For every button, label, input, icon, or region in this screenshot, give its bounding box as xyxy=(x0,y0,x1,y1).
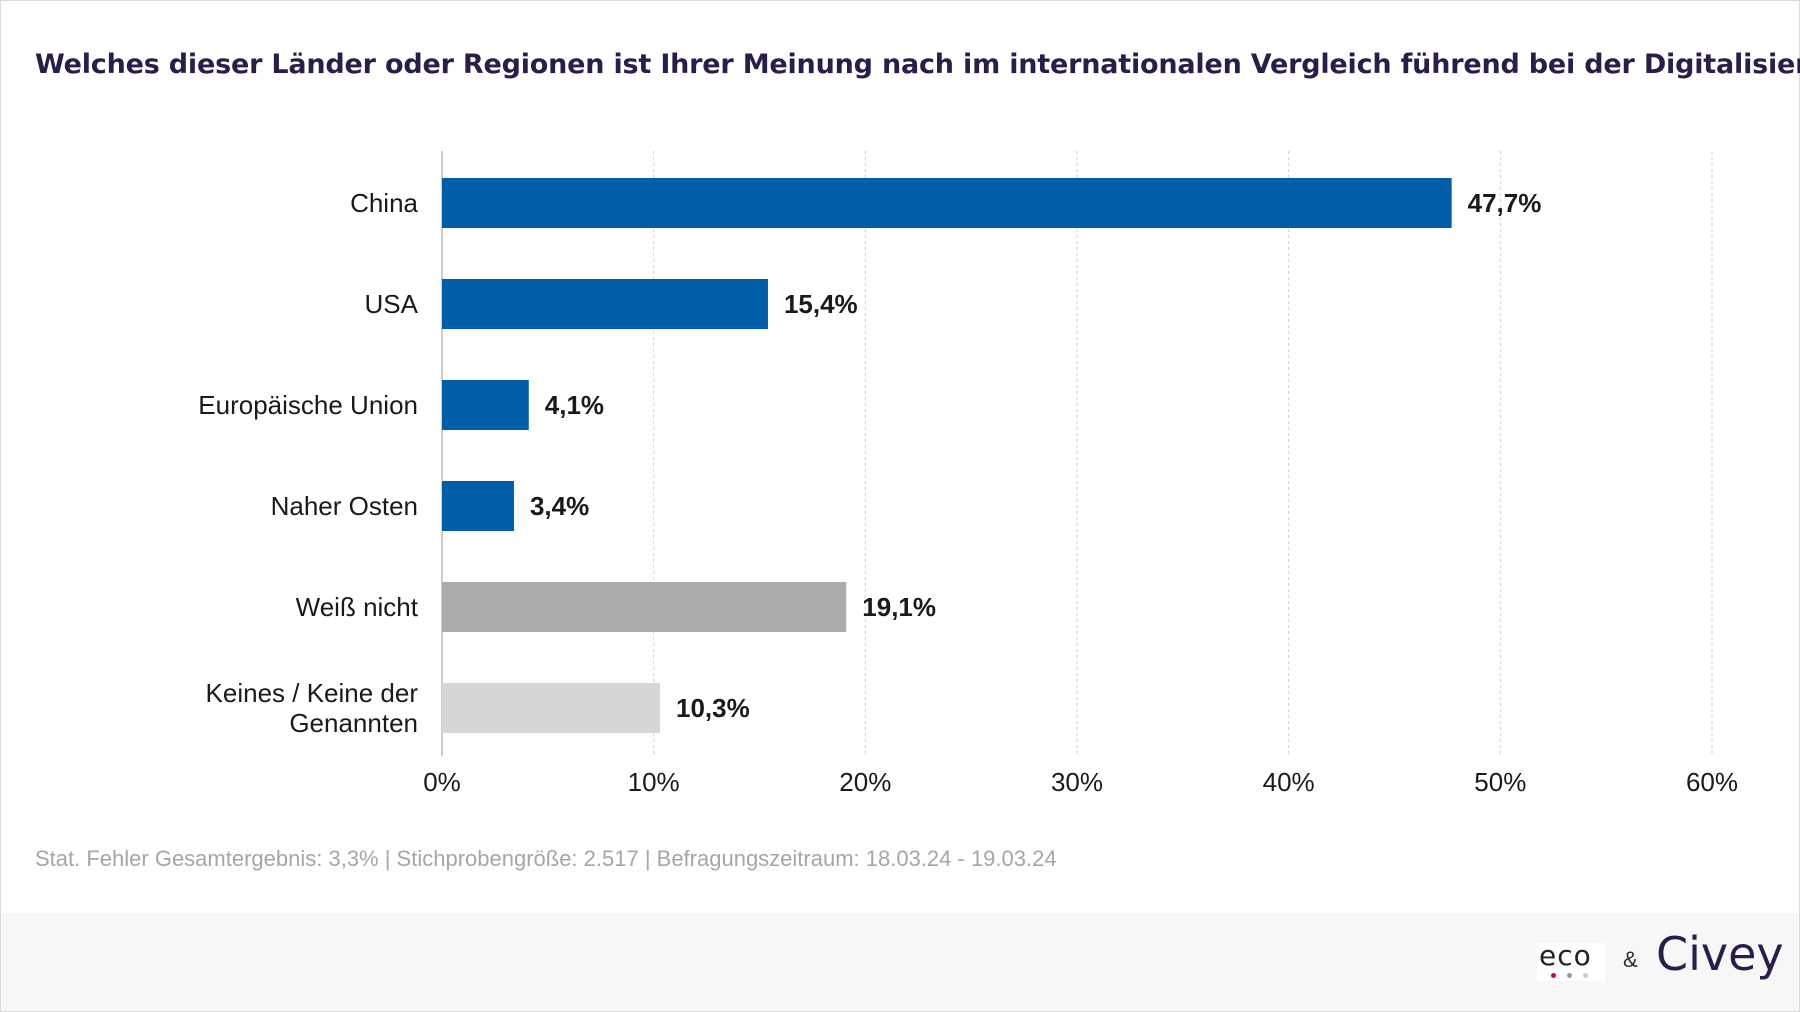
value-label: 47,7% xyxy=(1468,188,1542,218)
bar xyxy=(442,178,1452,228)
bar xyxy=(442,683,661,733)
value-label: 4,1% xyxy=(545,390,604,420)
bar xyxy=(442,582,847,632)
bars xyxy=(442,178,1452,733)
category-labels: China USA Europäische Union Naher Osten Weiß… xyxy=(198,188,418,738)
value-label: 3,4% xyxy=(530,491,589,521)
value-label: 10,3% xyxy=(676,693,750,723)
footer-band xyxy=(1,913,1799,1011)
x-axis-ticks: 0% 10% 20% 30% 40% 50% 60% xyxy=(423,767,1738,797)
eco-logo-dot-red xyxy=(1551,973,1556,978)
category-label: USA xyxy=(365,289,419,319)
value-label: 19,1% xyxy=(862,592,936,622)
x-tick-label: 30% xyxy=(1051,767,1103,797)
ampersand: & xyxy=(1623,947,1638,972)
x-tick-label: 50% xyxy=(1474,767,1526,797)
chart-title: Welches dieser Länder oder Regionen ist … xyxy=(35,49,1800,80)
eco-logo-text: eco xyxy=(1539,939,1592,972)
bar-chart: 0% 10% 20% 30% 40% 50% 60% China USA Europäische… xyxy=(198,151,1738,797)
x-tick-label: 10% xyxy=(628,767,680,797)
x-tick-label: 0% xyxy=(423,767,461,797)
eco-logo-dot-grey xyxy=(1567,973,1572,978)
category-label: China xyxy=(350,188,418,218)
category-label: Europäische Union xyxy=(198,390,418,420)
bar xyxy=(442,481,514,531)
gridlines xyxy=(441,151,1713,756)
bar xyxy=(442,380,529,430)
value-label: 15,4% xyxy=(784,289,858,319)
eco-logo-dot-light xyxy=(1583,973,1588,978)
civey-logo: Civey xyxy=(1656,927,1784,981)
x-tick-label: 20% xyxy=(839,767,891,797)
x-tick-label: 60% xyxy=(1686,767,1738,797)
category-label: Keines / Keine der Genannten xyxy=(206,678,419,738)
x-tick-label: 40% xyxy=(1263,767,1315,797)
footnote: Stat. Fehler Gesamtergebnis: 3,3% | Stic… xyxy=(35,846,1057,871)
value-labels: 47,7% 15,4% 4,1% 3,4% 19,1% 10,3% xyxy=(530,188,1541,723)
category-label: Weiß nicht xyxy=(296,592,419,622)
category-label: Naher Osten xyxy=(271,491,418,521)
bar xyxy=(442,279,768,329)
eco-logo: eco xyxy=(1537,939,1605,981)
